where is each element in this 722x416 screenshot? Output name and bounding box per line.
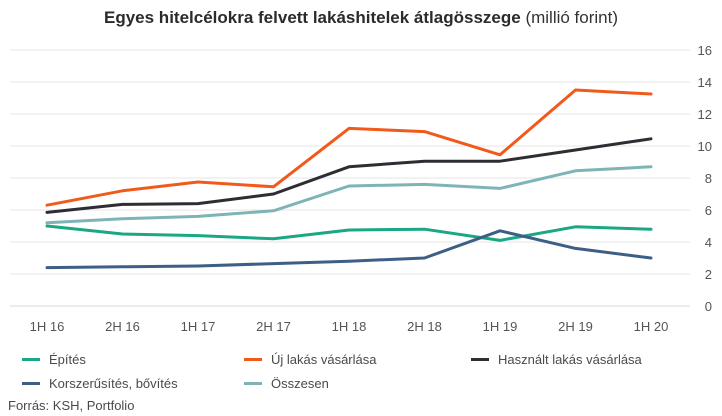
y-tick-label: 12	[698, 107, 712, 122]
legend-label-hasznalt-lakas: Használt lakás vásárlása	[498, 352, 642, 367]
chart-title-main: Egyes hitelcélokra felvett lakáshitelek …	[104, 8, 521, 27]
y-axis-ticks: 0 2 4 6 8 10 12 14 16	[698, 43, 712, 314]
y-tick-label: 0	[705, 299, 712, 314]
x-tick-label: 1H 19	[483, 319, 518, 334]
y-tick-label: 2	[705, 267, 712, 282]
x-tick-label: 2H 18	[407, 319, 442, 334]
x-tick-label: 2H 16	[105, 319, 140, 334]
legend-swatch-uj-lakas	[244, 358, 262, 361]
source-note: Forrás: KSH, Portfolio	[8, 398, 135, 413]
legend-swatch-epites	[22, 358, 40, 361]
x-tick-label: 2H 19	[558, 319, 593, 334]
series-line-4	[45, 165, 653, 225]
legend-item-korszerusites: Korszerűsítés, bővítés	[22, 376, 178, 391]
legend-swatch-hasznalt-lakas	[471, 358, 489, 361]
series-line-2	[45, 137, 653, 214]
legend-label-osszesen: Összesen	[271, 376, 329, 391]
x-tick-label: 1H 17	[181, 319, 216, 334]
y-tick-label: 6	[705, 203, 712, 218]
y-tick-label: 4	[705, 235, 712, 250]
chart-title: Egyes hitelcélokra felvett lakáshitelek …	[0, 8, 722, 28]
series-line-1	[45, 88, 653, 207]
x-axis-ticks: 1H 16 2H 16 1H 17 2H 17 1H 18 2H 18 1H 19 2H 19…	[30, 319, 669, 334]
legend-swatch-korszerusites	[22, 382, 40, 385]
grid-lines	[10, 49, 690, 307]
legend-item-hasznalt-lakas: Használt lakás vásárlása	[471, 352, 642, 367]
legend-label-uj-lakas: Új lakás vásárlása	[271, 352, 377, 367]
x-tick-label: 1H 16	[30, 319, 65, 334]
legend-item-osszesen: Összesen	[244, 376, 329, 391]
legend-label-korszerusites: Korszerűsítés, bővítés	[49, 376, 178, 391]
chart-title-unit: (millió forint)	[525, 8, 618, 27]
legend-swatch-osszesen	[244, 382, 262, 385]
legend-item-epites: Építés	[22, 352, 86, 367]
x-tick-label: 2H 17	[256, 319, 291, 334]
legend-label-epites: Építés	[49, 352, 86, 367]
series-line-0	[45, 224, 653, 242]
series-lines	[45, 88, 653, 270]
y-tick-label: 10	[698, 139, 712, 154]
y-tick-label: 16	[698, 43, 712, 58]
y-tick-label: 14	[698, 75, 712, 90]
x-tick-label: 1H 20	[634, 319, 669, 334]
legend-item-uj-lakas: Új lakás vásárlása	[244, 352, 377, 367]
x-tick-label: 1H 18	[332, 319, 367, 334]
series-line-3	[45, 229, 653, 270]
y-tick-label: 8	[705, 171, 712, 186]
